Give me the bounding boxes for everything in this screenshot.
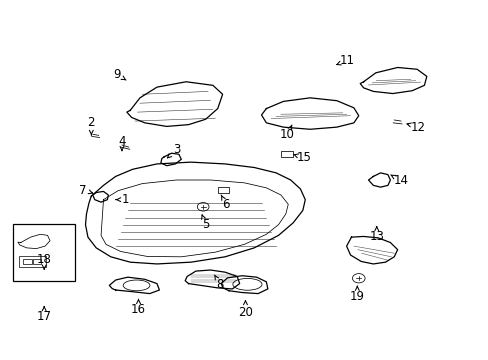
- Text: 13: 13: [368, 227, 384, 243]
- Text: 12: 12: [406, 121, 425, 134]
- Text: 11: 11: [336, 54, 354, 67]
- Text: 16: 16: [131, 300, 146, 316]
- Text: 8: 8: [214, 275, 224, 291]
- Text: 3: 3: [167, 143, 180, 158]
- Text: 20: 20: [238, 301, 252, 319]
- Text: 4: 4: [118, 135, 125, 151]
- Text: 18: 18: [37, 253, 52, 269]
- Text: 10: 10: [279, 125, 294, 141]
- Text: 19: 19: [349, 286, 364, 303]
- Text: 14: 14: [390, 174, 408, 187]
- Text: 6: 6: [221, 195, 229, 211]
- Text: 17: 17: [37, 307, 52, 323]
- Text: 1: 1: [116, 193, 129, 206]
- Text: 5: 5: [201, 215, 209, 231]
- Text: 15: 15: [293, 151, 311, 165]
- Text: 2: 2: [87, 116, 95, 135]
- Text: 7: 7: [79, 184, 92, 197]
- Text: 9: 9: [113, 68, 126, 81]
